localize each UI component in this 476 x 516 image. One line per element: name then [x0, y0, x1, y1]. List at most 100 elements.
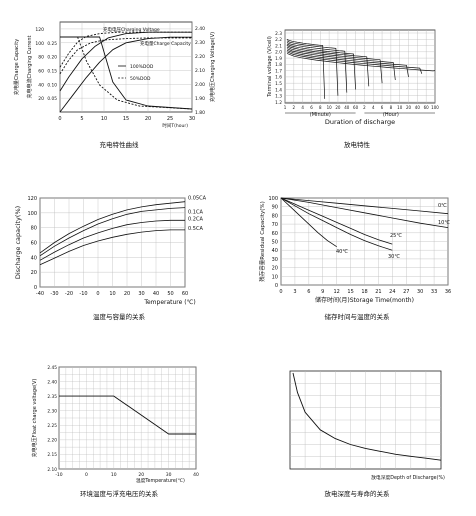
- annotation-label: 充电电压Charging Voltage: [103, 26, 160, 33]
- panel-caption: 放电特性: [344, 141, 370, 149]
- y-right-tick-label: 1.90: [195, 96, 205, 102]
- x-tick-label: 1: [284, 105, 287, 110]
- x-tick-label: 0: [58, 116, 61, 122]
- y-axis-label-right: 充电电压Charging Voltage(V): [209, 32, 216, 102]
- discharge-curve-line: [286, 38, 326, 99]
- y-right-tick-label: 2.40: [195, 26, 205, 32]
- y-tick-label: 2.45: [47, 365, 57, 371]
- x-tick-label: 18: [361, 289, 367, 295]
- y-axis-label: Discharge capacity(%): [14, 206, 22, 279]
- discharge-curve-line: [286, 49, 409, 77]
- series-label: 0℃: [438, 203, 447, 209]
- y-axis-label: 充电量Charge Capacity: [13, 39, 20, 95]
- storage-time-panel: 0 3 6 9 12 15 18 21 24 27 30 33 36 0 10 20 30 40 50 60 70 80 9…: [238, 180, 476, 330]
- discharge-curve-line: [286, 46, 383, 84]
- cycle-life-chart: 放电深度Depth of Discharge(%): [289, 370, 445, 481]
- x-tick-label: 0: [85, 472, 88, 478]
- y-tick-label: 2.1: [275, 43, 282, 49]
- x-tick-label: 10: [101, 116, 107, 122]
- x-tick-label: 3: [293, 289, 296, 295]
- x-tick-label: 20: [138, 472, 144, 478]
- series-label: 10℃: [438, 220, 450, 226]
- y-tick-label: 1.5: [275, 81, 282, 87]
- x-tick-label: 4: [372, 105, 375, 110]
- x-tick-label: 4: [301, 105, 304, 110]
- cycle-life-panel: 放电深度Depth of Discharge(%) 放电深度与寿命的关系: [238, 355, 476, 516]
- x-tick-label: 8: [390, 105, 393, 110]
- y-tick-label: 2.3: [275, 31, 282, 37]
- x-tick-label: 20: [406, 105, 412, 110]
- x-tick-label: 9: [321, 289, 324, 295]
- y-right-tick-label: 1.80: [195, 110, 205, 116]
- x-tick-label: 10: [327, 105, 333, 110]
- x-tick-label: 0: [279, 289, 282, 295]
- storage-time-chart: 0 3 6 9 12 15 18 21 24 27 30 33 36010203040506070809…: [258, 196, 451, 304]
- y-axis-label: 残存容量Residual Capacity(%): [258, 201, 266, 282]
- x-axis-label: Duration of discharge: [325, 118, 395, 126]
- y-axis-label: Terminal voltage (V/cell): [267, 36, 273, 98]
- y-tick-label: 90: [272, 205, 278, 211]
- x-axis-label: 温度Temperature(℃): [136, 477, 185, 484]
- y-tick-label: 60: [31, 241, 37, 247]
- x-tick-label: 10: [111, 472, 117, 478]
- y-right-tick-label: 2.20: [195, 54, 205, 60]
- panel-caption: 充电特性曲线: [99, 141, 139, 149]
- y-tick-label: 0: [34, 285, 37, 291]
- x-tick-label: 36: [445, 289, 451, 295]
- y-tick-label: 1.8: [275, 62, 282, 68]
- y-tick-label: 2.0: [275, 50, 282, 56]
- x-tick-label: 60: [353, 105, 359, 110]
- plot-area: [284, 29, 436, 104]
- cycle-life-curve: [292, 372, 442, 461]
- discharge-curve-line: [286, 40, 339, 96]
- y-tick-label: 80: [272, 213, 278, 219]
- series-line-0.2CA: [39, 219, 185, 261]
- x-tick-label: 30: [417, 289, 423, 295]
- x-tick-label: 40: [344, 105, 350, 110]
- x-tick-label: 0: [96, 291, 99, 297]
- series-line-0.05CA: [39, 201, 186, 254]
- y-tick-label-current: 0.10: [47, 82, 57, 88]
- panel-caption: 放电深度与寿命的关系: [324, 490, 390, 498]
- series-line-0.1CA: [39, 207, 186, 257]
- x-tick-label: 6: [381, 105, 384, 110]
- x-axis-label: 储存时间(月)Storage Time(month): [315, 296, 414, 304]
- x-tick-label: 30: [166, 472, 172, 478]
- y-tick-label: 2.25: [47, 423, 57, 429]
- y-tick-label: 40: [272, 248, 278, 254]
- series-label: 0.2CA: [188, 216, 203, 222]
- float-voltage-chart: -10 0 10 20 30 40 2.10 2.15 2.20 2.25 2.30 2.35 2.40…: [31, 365, 199, 484]
- y-tick-label: 80: [31, 226, 37, 232]
- discharge-curve-line: [286, 45, 370, 87]
- y-tick-label: 1.2: [275, 100, 282, 106]
- x-axis-label: Temperature (℃): [143, 299, 195, 306]
- temperature-capacity-panel: -40 -30 -20 -10 0 10 20 30 40 50 60 0 20 40 60 80 100 120…: [0, 180, 238, 330]
- x-tick-label: 5: [80, 116, 83, 122]
- x-tick-label: 21: [375, 289, 381, 295]
- series-label: 30℃: [388, 254, 400, 260]
- x-tick-label: -10: [55, 472, 62, 478]
- annotation-label: 100%DOD: [130, 64, 154, 70]
- x-tick-label: 50: [167, 291, 173, 297]
- x-unit-label: (Hour): [383, 112, 399, 118]
- y-tick-label: 20: [272, 266, 278, 272]
- charging-characteristics-panel: 0 5 10 15 20 25 30 时间T(hour) 20 40 60 80 100 120 0.05 0…: [0, 0, 238, 170]
- y-tick-label: 2.40: [47, 379, 57, 385]
- y-tick-label: 2.35: [47, 394, 57, 400]
- x-tick-label: 2: [293, 105, 296, 110]
- series-label: 40℃: [336, 249, 348, 255]
- x-tick-label: 20: [335, 105, 341, 110]
- y-tick-label: 100: [27, 211, 37, 217]
- panel-caption: 环境温度与浮充电压的关系: [80, 490, 158, 498]
- y-tick-label: 70: [272, 222, 278, 228]
- y-tick-label: 40: [38, 82, 44, 88]
- series-label: 0.05CA: [188, 196, 207, 202]
- y-axis-label: 充电电压Float charge voltage(V): [31, 379, 38, 458]
- y-right-tick-label: 2.30: [195, 40, 205, 46]
- x-tick-label: 15: [347, 289, 353, 295]
- y-tick-label: 1.3: [275, 94, 282, 100]
- x-tick-label: 2: [363, 105, 366, 110]
- y-tick-label: 0: [275, 283, 278, 289]
- series-voltage-line: [59, 31, 192, 92]
- y-tick-label-current: 0.20: [47, 55, 57, 61]
